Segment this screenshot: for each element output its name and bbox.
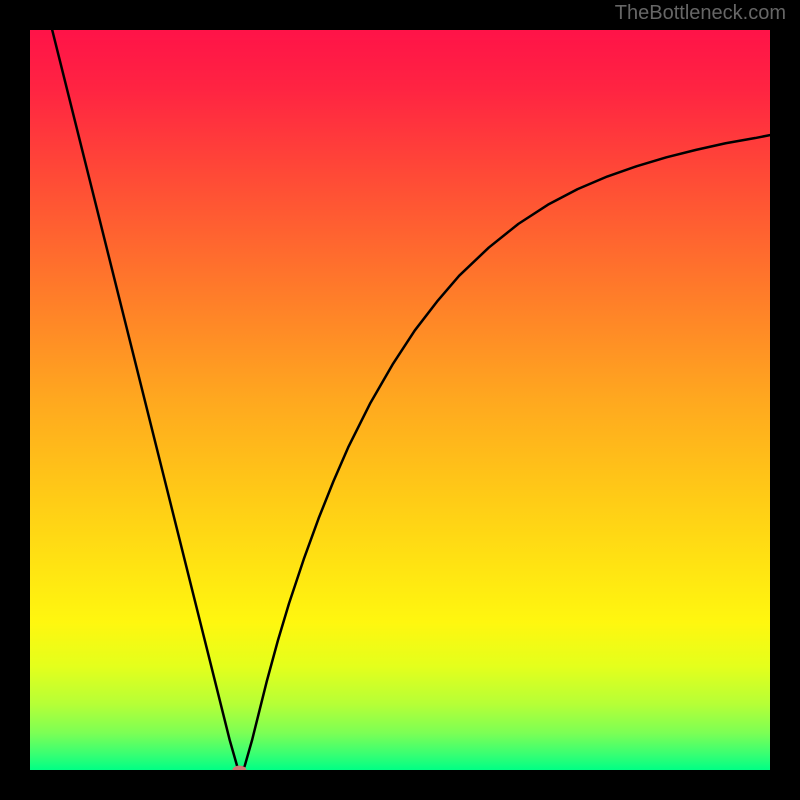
watermark-text: TheBottleneck.com: [615, 2, 786, 25]
chart-frame: TheBottleneck.com: [0, 0, 800, 800]
chart-background: [30, 30, 770, 770]
bottleneck-curve-chart: [30, 30, 770, 770]
